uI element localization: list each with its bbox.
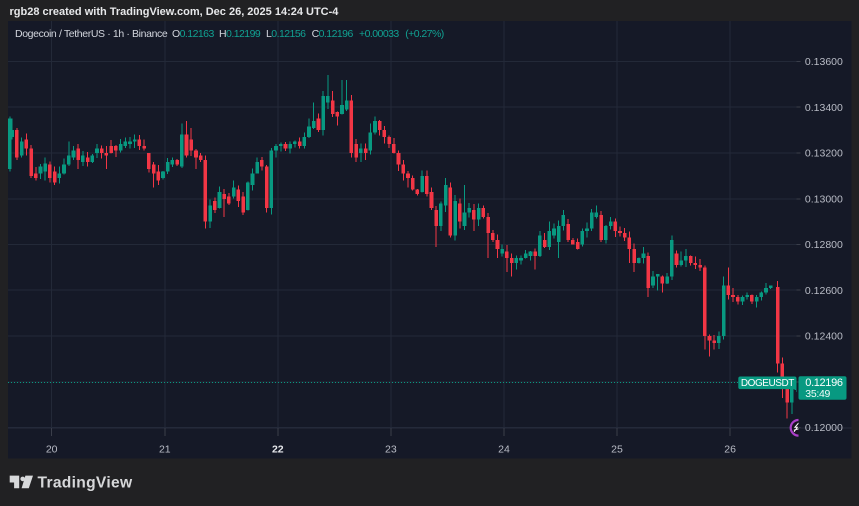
- svg-text:rgb28 created with TradingView: rgb28 created with TradingView.com, Dec …: [10, 6, 340, 18]
- svg-text:Dogecoin / TetherUS · 1h · Bin: Dogecoin / TetherUS · 1h · Binance: [15, 28, 168, 40]
- svg-text:0.13600: 0.13600: [805, 56, 843, 68]
- svg-text:TradingView: TradingView: [38, 475, 133, 492]
- svg-text:24: 24: [498, 443, 510, 455]
- svg-text:H0.12199: H0.12199: [219, 28, 261, 40]
- svg-text:26: 26: [724, 443, 736, 455]
- svg-text:(+0.27%): (+0.27%): [405, 28, 444, 40]
- svg-text:35:49: 35:49: [805, 388, 830, 400]
- svg-text:L0.12156: L0.12156: [266, 28, 306, 40]
- svg-text:0.12600: 0.12600: [805, 285, 843, 297]
- svg-text:20: 20: [46, 443, 58, 455]
- svg-text:0.13400: 0.13400: [805, 102, 843, 114]
- svg-text:O0.12163: O0.12163: [172, 28, 214, 40]
- svg-text:DOGEUSDT: DOGEUSDT: [741, 378, 794, 389]
- svg-text:0.13000: 0.13000: [805, 194, 843, 206]
- svg-text:21: 21: [159, 443, 171, 455]
- svg-text:C0.12196: C0.12196: [312, 28, 354, 40]
- svg-text:23: 23: [385, 443, 397, 455]
- svg-text:0.13200: 0.13200: [805, 148, 843, 160]
- svg-text:25: 25: [611, 443, 623, 455]
- svg-text:22: 22: [272, 443, 284, 455]
- svg-text:0.12196: 0.12196: [805, 377, 843, 389]
- svg-text:0.12400: 0.12400: [805, 331, 843, 343]
- svg-text:0.12000: 0.12000: [805, 422, 843, 434]
- svg-text:0.12800: 0.12800: [805, 239, 843, 251]
- svg-text:+0.00033: +0.00033: [359, 28, 399, 40]
